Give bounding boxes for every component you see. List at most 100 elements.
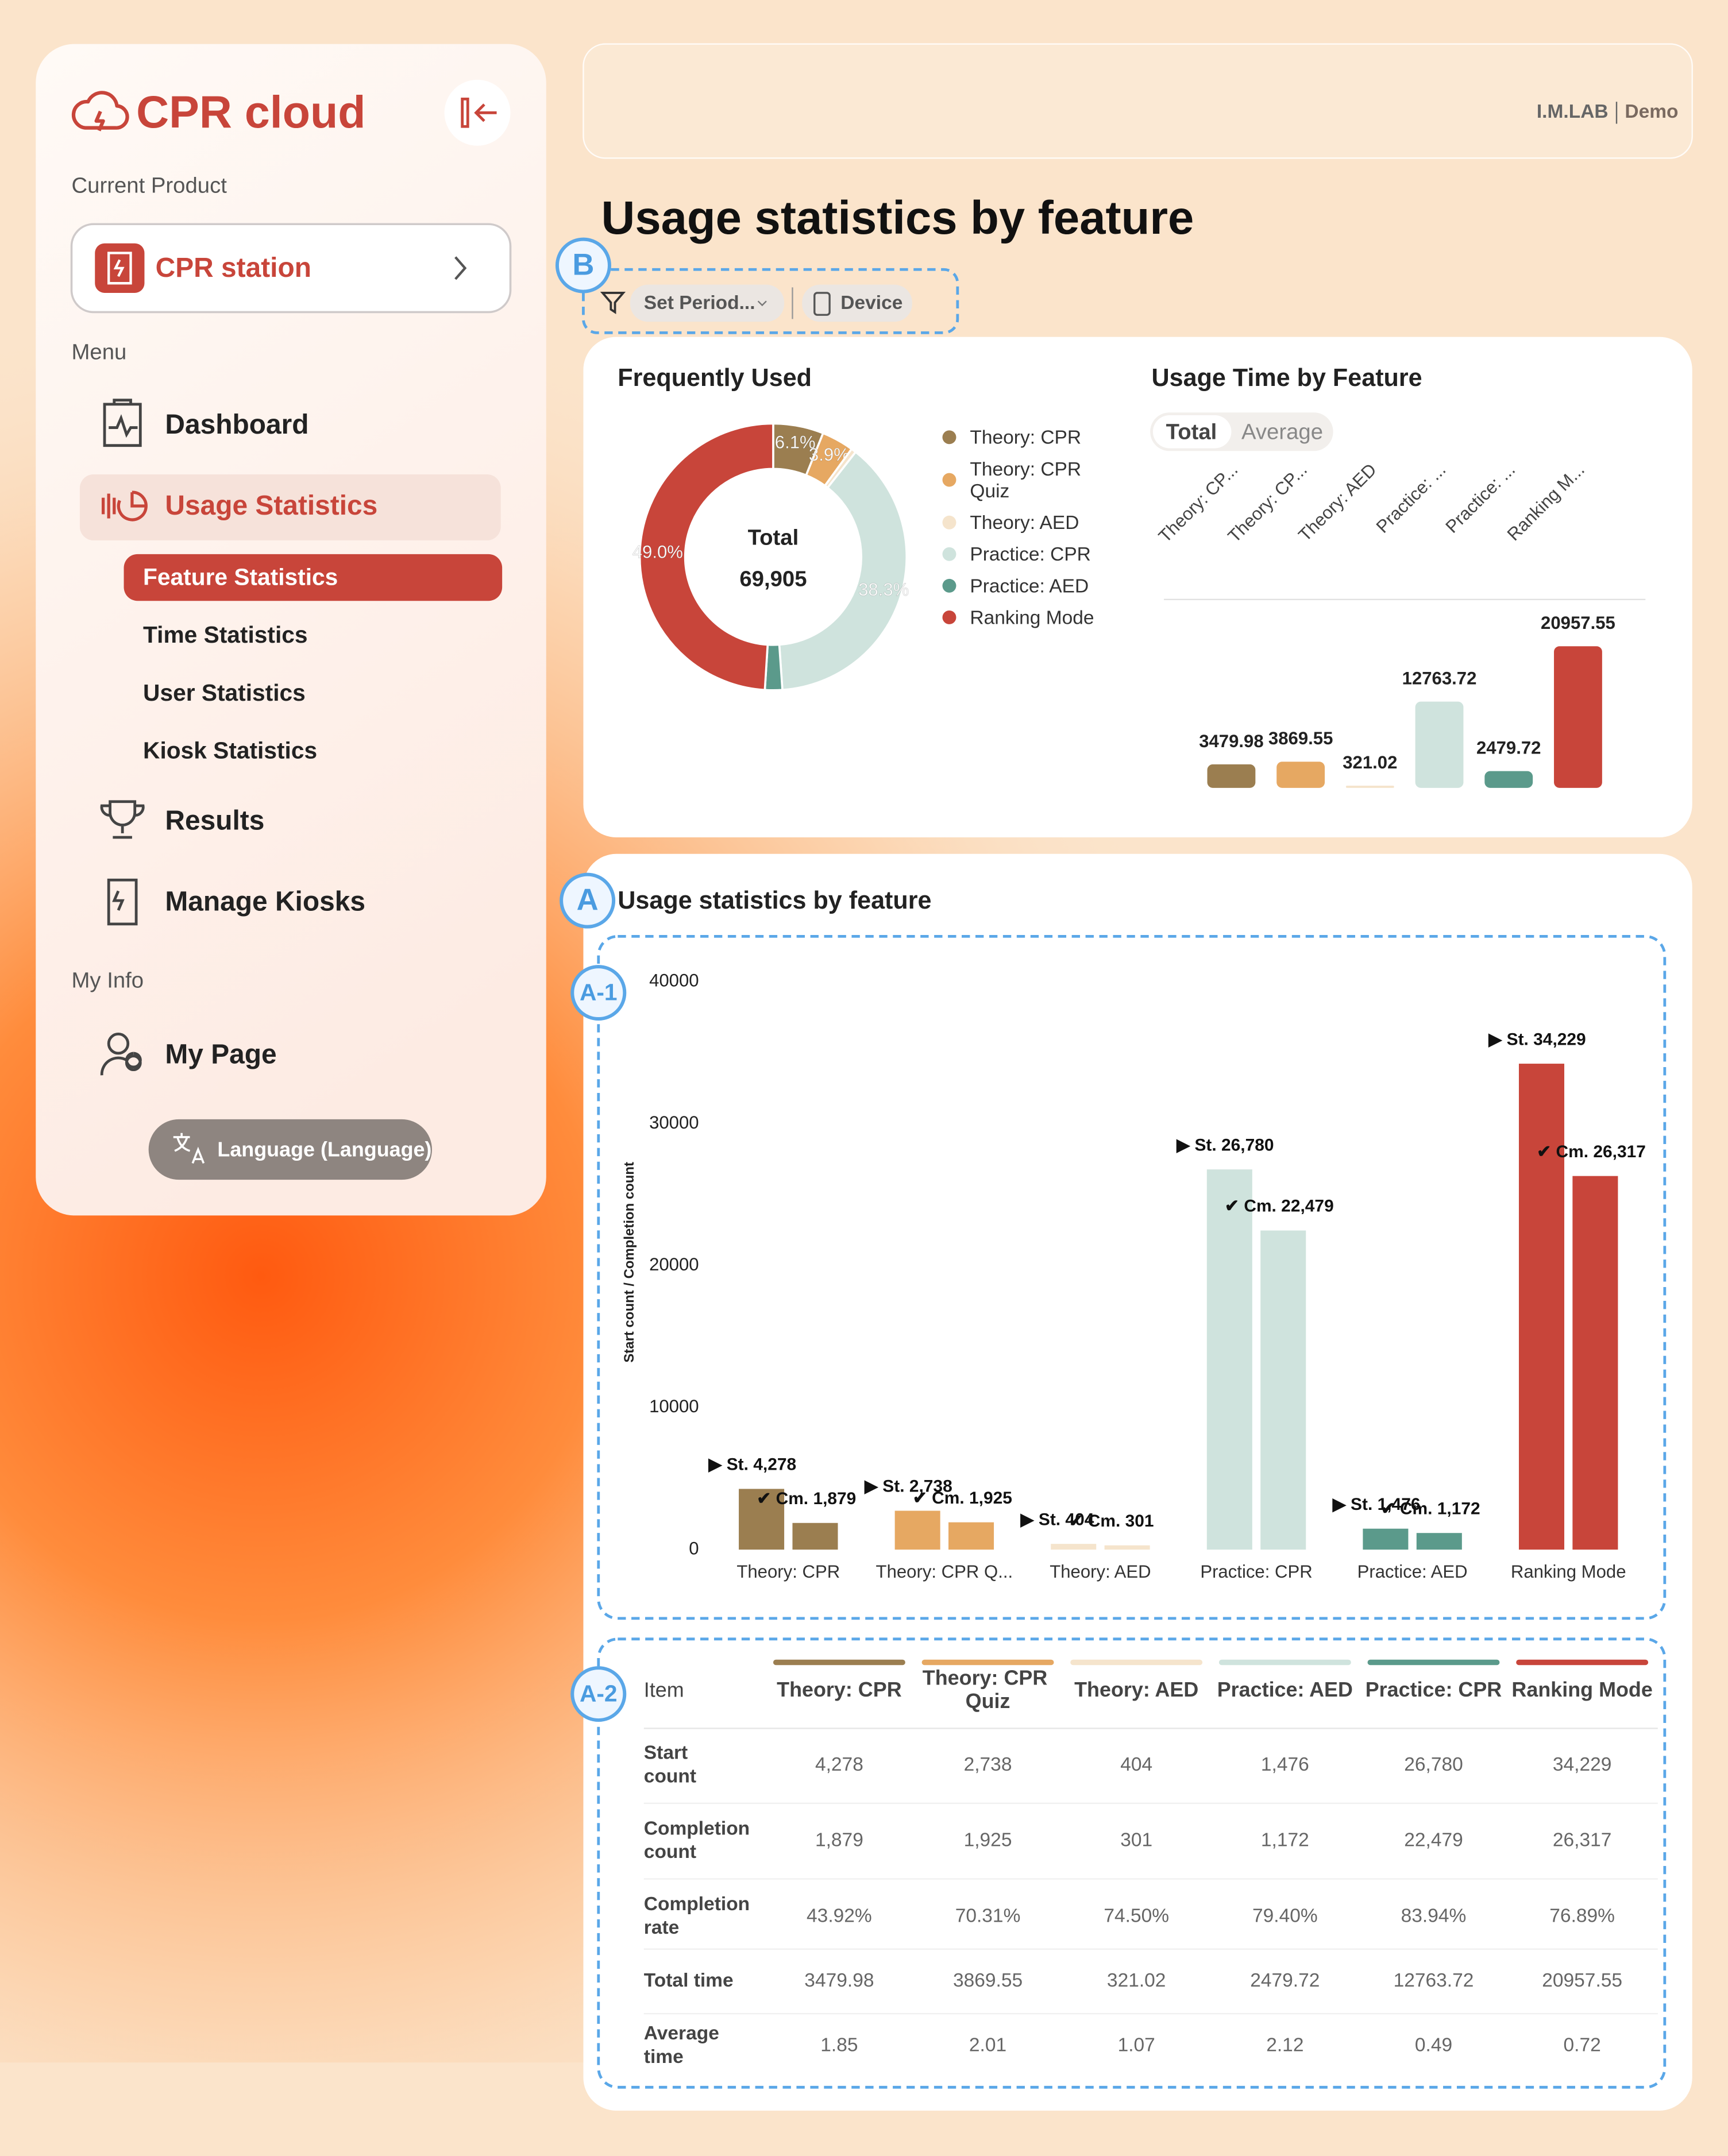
- table-header: Practice: AED: [1217, 1678, 1353, 1701]
- submenu-active-bg: [124, 554, 503, 601]
- slice-label: 6.1%: [775, 432, 816, 452]
- y-tick-label: 30000: [649, 1112, 699, 1133]
- company: I.M.LAB: [1537, 101, 1609, 122]
- chart-title: Frequently Used: [618, 364, 812, 392]
- annotation-box: [597, 1637, 1667, 2089]
- bar-value-label: 20957.55: [1541, 613, 1615, 633]
- legend-label: Practice: AED: [970, 575, 1089, 597]
- text-line: Quiz: [970, 481, 1009, 502]
- menu-item[interactable]: Results: [165, 805, 264, 836]
- table-cell: 22,479: [1404, 1830, 1463, 1851]
- bar: [1207, 764, 1256, 788]
- submenu-item[interactable]: User Statistics: [143, 679, 306, 706]
- annotation-box: [597, 935, 1667, 1620]
- text-line: Theory: CPR: [970, 427, 1081, 449]
- toggle-active[interactable]: [1152, 415, 1232, 449]
- column-color: [1367, 1659, 1500, 1666]
- x-tick-label: Practice: CPR: [1200, 1562, 1312, 1582]
- table-header: Ranking Mode: [1511, 1678, 1652, 1701]
- table-header: Theory: AED: [1074, 1678, 1198, 1701]
- y-axis-label: Start count / Completion count: [622, 1162, 637, 1363]
- bar-value-label: ▶ St. 2,738: [864, 1477, 952, 1496]
- bar-value-label: ▶ St. 1,476: [1332, 1495, 1421, 1514]
- period-filter[interactable]: [630, 284, 785, 322]
- x-tick-label: Theory: CPR: [736, 1562, 840, 1582]
- menu-item[interactable]: Manage Kiosks: [165, 887, 365, 917]
- bar-value-label: 12763.72: [1402, 669, 1477, 689]
- table-cell: 83.94%: [1401, 1905, 1467, 1926]
- donut-slice: [778, 450, 908, 691]
- user: Demo: [1625, 101, 1678, 122]
- bar: [792, 1523, 838, 1550]
- table-header: Theory: CPR: [777, 1678, 902, 1701]
- toggle-option[interactable]: Average: [1241, 419, 1323, 444]
- bar-value-label: 2479.72: [1476, 738, 1541, 758]
- bar: [894, 1510, 940, 1550]
- text-line: Average: [644, 2023, 724, 2044]
- bar: [1104, 1545, 1150, 1550]
- table-cell: 74.50%: [1104, 1905, 1169, 1926]
- table-cell: 1,879: [815, 1830, 863, 1851]
- y-tick-label: 0: [689, 1538, 699, 1558]
- table-cell: 3479.98: [804, 1970, 874, 1991]
- text-line: Theory: CPR: [923, 1666, 1053, 1690]
- bar: [1260, 1230, 1306, 1550]
- text-line: rate: [644, 1917, 679, 1938]
- sidebar: CPR cloud Current Product CPR station Me…: [36, 44, 546, 1216]
- menu-active-bg: [79, 474, 501, 540]
- y-tick-label: 40000: [649, 971, 699, 991]
- column-color: [1070, 1659, 1203, 1666]
- toggle-option[interactable]: Total: [1166, 419, 1217, 444]
- donut-center-value: 69,905: [739, 566, 807, 591]
- menu-item[interactable]: My Page: [165, 1039, 276, 1069]
- column-color: [773, 1659, 905, 1666]
- annotation-badge: [570, 1666, 627, 1722]
- table-cell: 321.02: [1107, 1970, 1166, 1991]
- row-label: Completion rate: [644, 1894, 755, 1938]
- table-header: Item: [644, 1678, 684, 1701]
- table-cell: 12763.72: [1394, 1970, 1474, 1991]
- card: [583, 853, 1692, 2111]
- annotation-label: A: [577, 883, 599, 917]
- row-label: Total time: [644, 1970, 734, 1991]
- annotation-label: A-2: [580, 1680, 618, 1707]
- legend-swatch: [942, 473, 956, 487]
- table-cell: 0.49: [1415, 2034, 1452, 2055]
- legend-label: Theory: CPR: [970, 427, 1081, 449]
- filter-label: Device: [840, 292, 902, 314]
- legend-label: Practice: CPR: [970, 544, 1091, 565]
- bar-value-label: ✔ Cm. 1,925: [913, 1489, 1012, 1508]
- y-tick-label: 20000: [649, 1254, 699, 1274]
- menu-item[interactable]: Usage Statistics: [165, 490, 377, 521]
- language-button[interactable]: [148, 1119, 432, 1180]
- row-label: Average time: [644, 2023, 724, 2068]
- bar: [1345, 786, 1394, 788]
- language-icon: [173, 1133, 205, 1164]
- submenu-item[interactable]: Kiosk Statistics: [143, 737, 317, 763]
- table-cell: 1.85: [820, 2034, 858, 2055]
- bar: [1276, 762, 1325, 788]
- filter-icon: [600, 292, 626, 315]
- table-cell: 0.72: [1564, 2034, 1601, 2055]
- text-line: Start: [644, 1742, 693, 1764]
- bar-value-label: ✔ Cm. 301: [1069, 1512, 1154, 1531]
- submenu-item[interactable]: Time Statistics: [143, 621, 307, 648]
- bar-value-label: ▶ St. 34,229: [1488, 1030, 1586, 1049]
- product-selector[interactable]: [70, 223, 512, 314]
- menu-item[interactable]: Dashboard: [165, 409, 308, 440]
- my-page-icon: [125, 1054, 142, 1072]
- table-cell: 76.89%: [1549, 1905, 1615, 1926]
- page-title: Usage statistics by feature: [601, 192, 1194, 244]
- table-cell: 70.31%: [955, 1905, 1021, 1926]
- chart-title: Usage statistics by feature: [618, 887, 931, 914]
- submenu-item[interactable]: Feature Statistics: [143, 564, 338, 590]
- table-header: Theory: CPR Quiz: [923, 1666, 1053, 1713]
- filters: Set Period... Device: [582, 268, 959, 334]
- column-color: [1218, 1659, 1351, 1666]
- product-icon-glyph: [107, 252, 132, 285]
- table-cell: 79.40%: [1252, 1905, 1318, 1926]
- table-cell: 404: [1120, 1754, 1152, 1775]
- table-cell: 1.07: [1118, 2034, 1155, 2055]
